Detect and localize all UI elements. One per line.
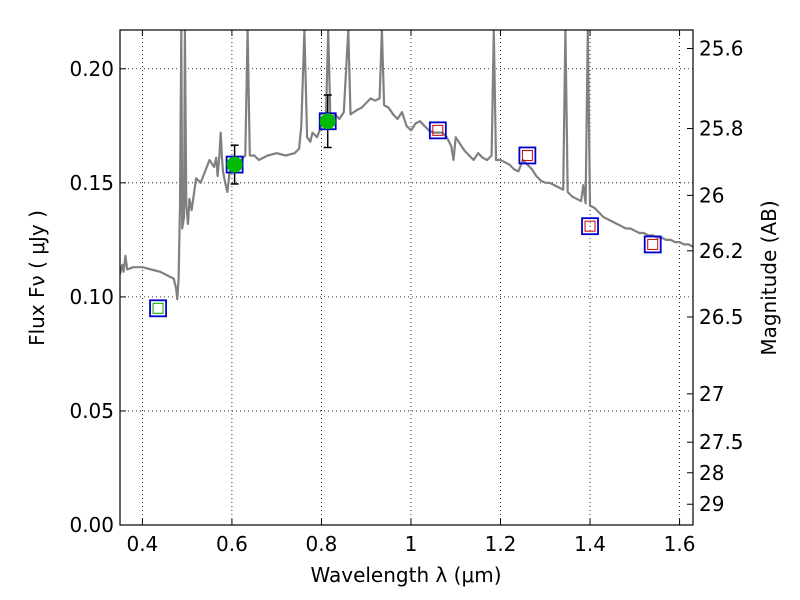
right-tick-label: 27 bbox=[699, 382, 724, 406]
y-tick-label: 0.00 bbox=[69, 513, 114, 537]
x-tick-label: 0.6 bbox=[216, 532, 248, 556]
tick-labels: 0.4 0.6 0.8 1 1.2 1.4 1.6 0.00 0.05 0.10 0.15 0.20 2… bbox=[69, 36, 743, 556]
model-box bbox=[149, 299, 167, 318]
right-tick-label: 26 bbox=[699, 183, 724, 207]
x-tick-label: 0.4 bbox=[126, 532, 158, 556]
y-axis-label: Flux Fν ( μJy ) bbox=[25, 210, 49, 346]
right-tick-label: 28 bbox=[699, 461, 724, 485]
x-axis-label: Wavelength λ (μm) bbox=[310, 563, 501, 587]
axis-ticks bbox=[120, 30, 693, 526]
x-tick-label: 0.8 bbox=[306, 532, 338, 556]
right-axis-label: Magnitude (AB) bbox=[757, 200, 781, 355]
x-tick-label: 1.2 bbox=[485, 532, 517, 556]
right-tick-label: 25.6 bbox=[699, 36, 744, 60]
model-spectrum-line bbox=[120, 30, 693, 301]
grid bbox=[120, 30, 693, 526]
y-tick-label: 0.05 bbox=[69, 399, 114, 423]
x-tick-label: 1.6 bbox=[664, 532, 696, 556]
x-tick-label: 1.4 bbox=[574, 532, 606, 556]
model-box bbox=[428, 121, 447, 140]
model-box bbox=[518, 146, 537, 165]
model-box-inner bbox=[584, 220, 596, 232]
model-box bbox=[643, 235, 662, 254]
detection-point bbox=[319, 113, 336, 130]
x-tick-label: 1 bbox=[405, 532, 418, 556]
right-tick-label: 25.8 bbox=[699, 117, 744, 141]
detection-point bbox=[226, 156, 243, 173]
y-tick-label: 0.20 bbox=[69, 57, 114, 81]
model-box-inner bbox=[432, 124, 444, 136]
right-tick-label: 27.5 bbox=[699, 430, 744, 454]
right-tick-label: 26.2 bbox=[699, 239, 744, 263]
y-tick-label: 0.15 bbox=[69, 171, 114, 195]
y-tick-label: 0.10 bbox=[69, 285, 114, 309]
model-box-inner bbox=[521, 149, 533, 161]
right-tick-label: 26.5 bbox=[699, 305, 744, 329]
model-box-inner bbox=[152, 302, 164, 314]
right-tick-label: 29 bbox=[699, 492, 724, 516]
plot-frame bbox=[119, 29, 694, 526]
model-box-inner bbox=[647, 238, 659, 250]
photometry-points bbox=[149, 94, 662, 318]
plot-area bbox=[120, 30, 693, 318]
model-box bbox=[581, 217, 599, 236]
